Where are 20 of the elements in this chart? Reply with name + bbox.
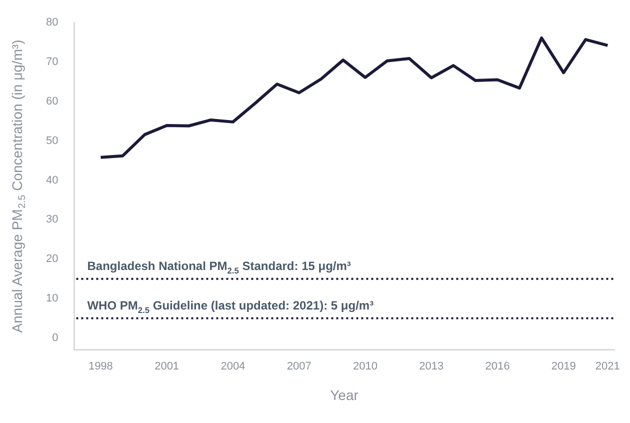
x-tick-label: 2013 [419, 360, 444, 372]
x-tick-label: 2019 [551, 360, 576, 372]
y-axis-title: Annual Average PM2.5 Concentration (in μg/m³) [8, 40, 28, 333]
x-tick-label: 2007 [286, 360, 312, 372]
x-tick-label: 1998 [88, 360, 113, 372]
y-tick-label: 70 [46, 56, 58, 68]
y-tick-label: 20 [46, 253, 58, 266]
y-tick-label: 10 [46, 292, 58, 305]
y-tick-label: 40 [46, 174, 58, 186]
y-tick-label: 60 [46, 95, 58, 108]
x-tick-label: 2016 [485, 360, 510, 372]
y-tick-label: 50 [46, 134, 58, 147]
y-tick-label: 30 [46, 214, 58, 226]
y-tick-label: 0 [52, 332, 58, 344]
x-tick-label: 2021 [595, 360, 620, 372]
y-tick-label: 80 [46, 16, 58, 29]
x-tick-label: 2001 [154, 360, 180, 372]
x-tick-label: 2010 [352, 360, 378, 372]
x-axis-title: Year [330, 386, 359, 403]
x-tick-label: 2004 [220, 360, 246, 372]
